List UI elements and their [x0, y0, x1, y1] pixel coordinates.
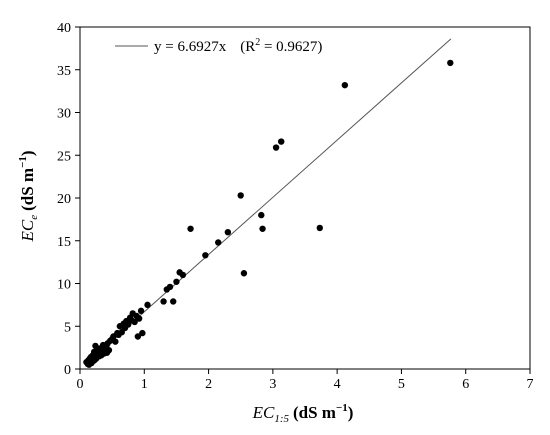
- data-point: [258, 211, 265, 219]
- data-point: [447, 59, 454, 67]
- regression-line: [86, 38, 452, 364]
- plot-frame: [79, 26, 531, 370]
- data-point: [144, 301, 151, 309]
- data-point: [112, 338, 119, 345]
- data-point: [341, 81, 349, 89]
- y-tick-label: 10: [57, 278, 71, 293]
- x-tick-label: 2: [205, 377, 212, 392]
- data-point: [187, 225, 194, 232]
- legend: y = 6.6927x (R2 = 0.9627): [115, 37, 322, 55]
- x-tick-label: 3: [269, 377, 276, 392]
- x-tick-label: 1: [141, 377, 148, 392]
- y-tick-label: 20: [57, 192, 71, 207]
- data-point: [137, 307, 145, 315]
- data-point: [179, 271, 187, 279]
- data-point: [135, 315, 143, 322]
- y-tick-label: 5: [64, 320, 71, 335]
- y-tick-label: 25: [57, 149, 71, 164]
- y-tick-label: 0: [64, 363, 71, 378]
- y-tick-label: 30: [57, 107, 71, 122]
- x-tick-label: 7: [527, 377, 534, 392]
- x-tick-label: 0: [77, 377, 84, 392]
- legend-text: y = 6.6927x (R2 = 0.9627): [154, 37, 322, 55]
- data-point: [316, 224, 323, 232]
- data-point: [215, 239, 222, 246]
- data-point: [278, 138, 285, 145]
- data-point: [202, 252, 209, 259]
- y-axis-label: ECe(dS m−1): [17, 150, 40, 242]
- data-point: [131, 318, 138, 326]
- data-point: [139, 329, 146, 337]
- y-tick-label: 35: [57, 64, 71, 79]
- data-point: [272, 144, 280, 151]
- data-point: [224, 229, 232, 236]
- x-tick-label: 6: [462, 377, 469, 392]
- data-point: [237, 192, 244, 199]
- data-point: [105, 346, 113, 354]
- y-tick-label: 40: [57, 21, 71, 36]
- data-point: [134, 333, 142, 340]
- x-axis-label: EC1:5 (dS m−1): [252, 402, 354, 425]
- y-tick-label: 15: [57, 235, 71, 250]
- data-point: [160, 298, 167, 305]
- data-point: [166, 283, 174, 291]
- x-tick-label: 4: [334, 377, 341, 392]
- data-point: [259, 225, 266, 232]
- data-point: [170, 298, 177, 305]
- data-point: [240, 270, 248, 277]
- x-tick-label: 5: [398, 377, 405, 392]
- data-point: [173, 278, 180, 285]
